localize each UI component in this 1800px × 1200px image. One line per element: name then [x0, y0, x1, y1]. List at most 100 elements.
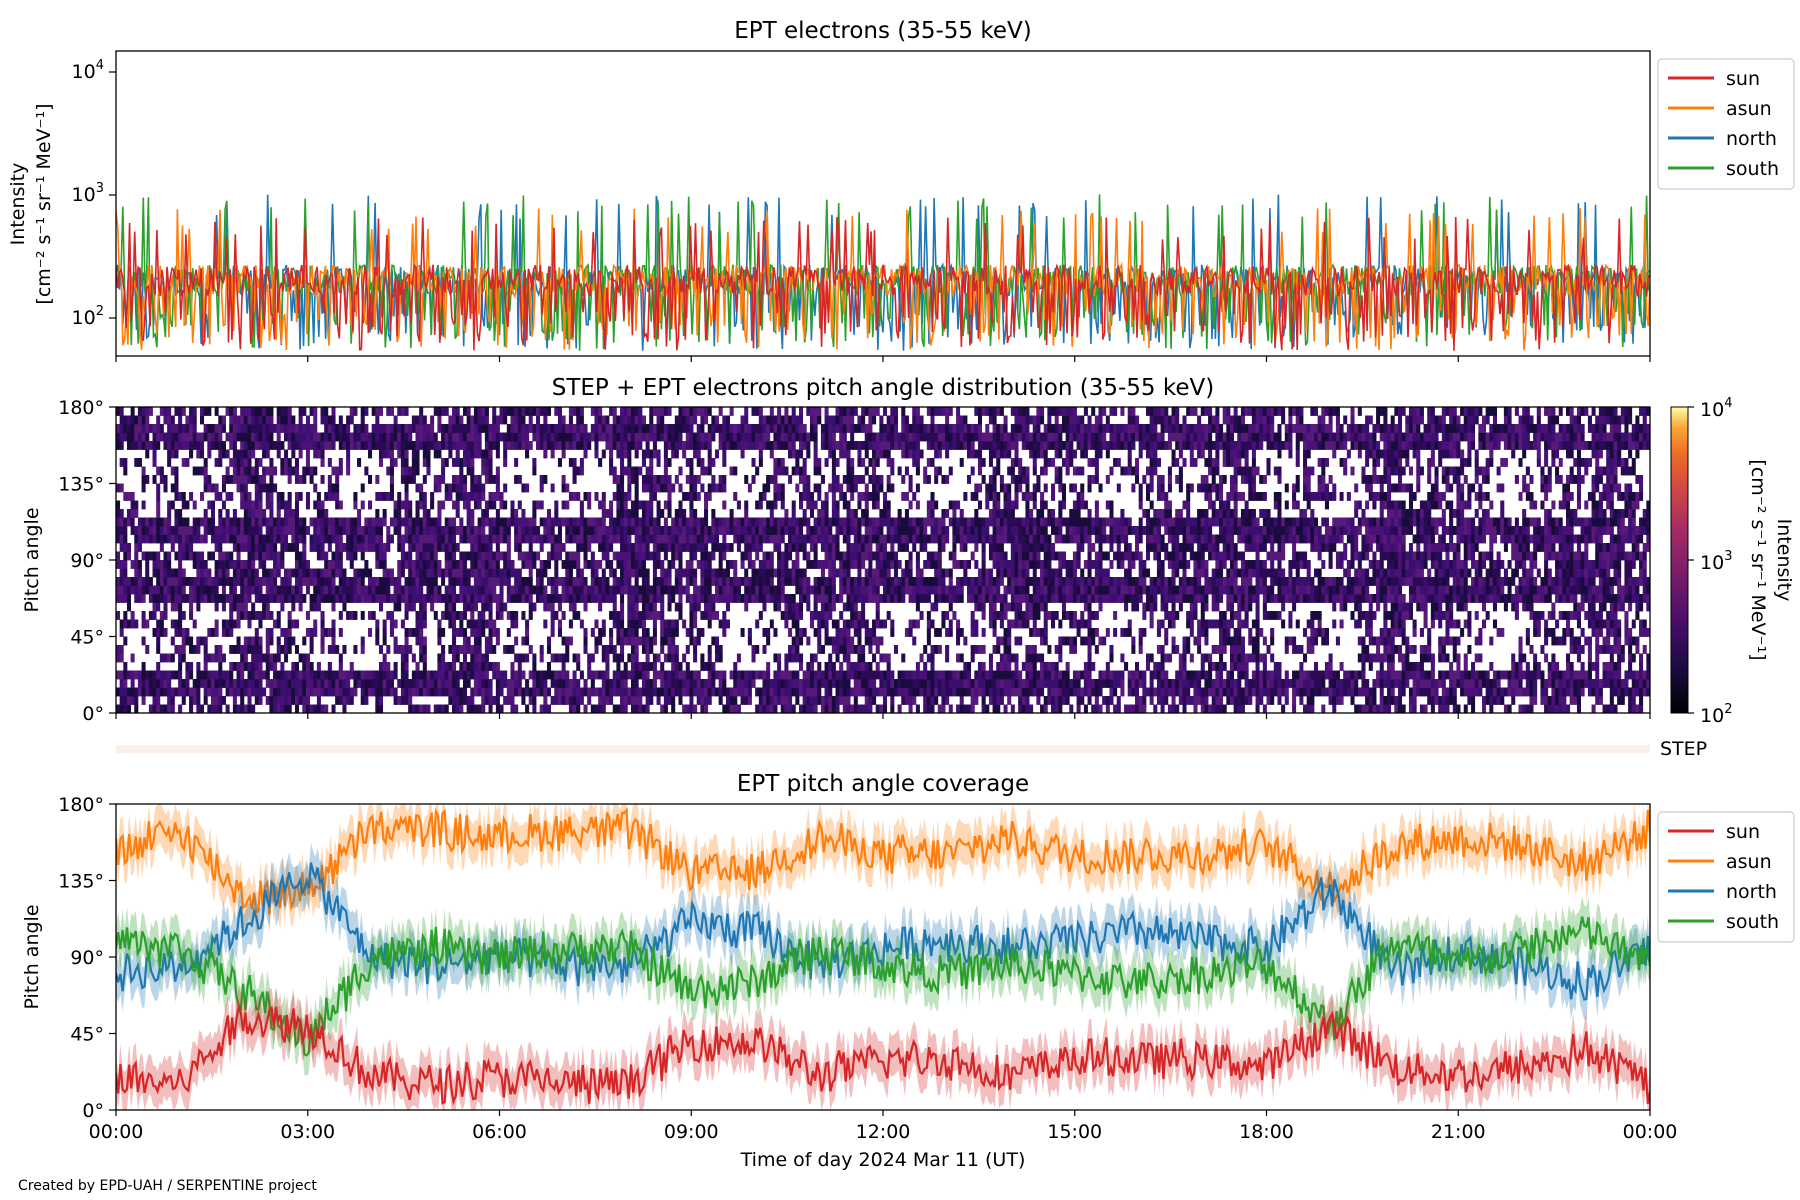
heatmap-cell	[488, 602, 493, 612]
heatmap-cell	[802, 594, 807, 603]
heatmap-cell	[477, 704, 482, 713]
heatmap-cell	[744, 432, 749, 442]
heatmap-cell	[251, 585, 256, 595]
heatmap-cell	[411, 534, 416, 544]
heatmap-cell	[707, 458, 712, 467]
heatmap-cell	[649, 458, 654, 467]
heatmap-cell	[769, 500, 774, 510]
heatmap-cell	[806, 670, 811, 680]
heatmap-cell	[284, 653, 289, 663]
heatmap-cell	[685, 670, 690, 680]
heatmap-cell	[159, 577, 164, 586]
heatmap-cell	[587, 585, 592, 595]
heatmap-cell	[134, 704, 139, 713]
heatmap-cell	[678, 679, 683, 688]
heatmap-cell	[850, 636, 855, 646]
heatmap-cell	[791, 432, 796, 442]
heatmap-cell	[258, 475, 263, 484]
heatmap-cell	[316, 577, 321, 586]
heatmap-cell	[861, 619, 866, 629]
heatmap-cell	[824, 424, 829, 433]
heatmap-cell	[152, 458, 157, 467]
heatmap-cell	[733, 560, 738, 569]
heatmap-cell	[663, 670, 668, 680]
heatmap-cell	[784, 619, 789, 629]
heatmap-cell	[667, 619, 672, 629]
heatmap-cell	[598, 407, 603, 416]
heatmap-cell	[148, 670, 153, 680]
heatmap-cell	[258, 424, 263, 433]
heatmap-cell	[861, 645, 866, 654]
heatmap-cell	[576, 407, 581, 416]
heatmap-cell	[481, 704, 486, 713]
heatmap-cell	[320, 679, 325, 688]
heatmap-cell	[207, 687, 212, 697]
heatmap-cell	[324, 551, 329, 561]
heatmap-cell	[868, 645, 873, 654]
heatmap-cell	[769, 577, 774, 586]
heatmap-cell	[576, 704, 581, 713]
heatmap-cell	[214, 696, 219, 705]
heatmap-cell	[704, 687, 709, 697]
heatmap-cell	[499, 602, 504, 612]
heatmap-cell	[634, 475, 639, 484]
heatmap-cell	[791, 534, 796, 544]
heatmap-cell	[196, 687, 201, 697]
heatmap-cell	[207, 594, 212, 603]
heatmap-cell	[671, 687, 676, 697]
heatmap-cell	[419, 645, 424, 654]
heatmap-cell	[528, 611, 533, 620]
heatmap-cell	[364, 696, 369, 705]
heatmap-cell	[393, 636, 398, 646]
heatmap-cell	[828, 415, 833, 425]
heatmap-cell	[298, 517, 303, 527]
heatmap-cell	[689, 611, 694, 620]
heatmap-cell	[462, 594, 468, 603]
heatmap-cell	[349, 577, 354, 586]
heatmap-cell	[338, 687, 343, 697]
heatmap-cell	[170, 687, 175, 697]
heatmap-cell	[196, 670, 201, 680]
heatmap-cell	[163, 628, 168, 637]
heatmap-cell	[466, 458, 471, 467]
heatmap-cell	[196, 551, 201, 561]
heatmap-cell	[769, 696, 774, 705]
heatmap-cell	[371, 432, 376, 442]
heatmap-cell	[218, 458, 223, 467]
heatmap-cell	[831, 585, 836, 595]
heatmap-cell	[736, 653, 741, 663]
heatmap-cell	[444, 594, 449, 603]
heatmap-cell	[554, 585, 559, 595]
heatmap-cell	[525, 424, 530, 433]
heatmap-cell	[159, 568, 164, 578]
heatmap-cell	[178, 653, 183, 663]
heatmap-cell	[568, 432, 573, 442]
heatmap-cell	[488, 704, 493, 713]
heatmap-cell	[481, 619, 486, 629]
heatmap-cell	[550, 517, 555, 527]
heatmap-cell	[225, 577, 230, 586]
heatmap-cell	[473, 415, 478, 425]
heatmap-cell	[751, 407, 756, 416]
heatmap-cell	[247, 611, 252, 620]
heatmap-cell	[357, 670, 362, 680]
heatmap-cell	[576, 696, 581, 705]
heatmap-cell	[426, 517, 431, 527]
heatmap-cell	[346, 611, 351, 620]
heatmap-cell	[119, 526, 124, 535]
heatmap-cell	[126, 492, 132, 501]
heatmap-cell	[163, 441, 168, 450]
heatmap-cell	[784, 466, 789, 476]
heatmap-cell	[674, 568, 679, 578]
heatmap-cell	[148, 704, 153, 713]
heatmap-cell	[525, 441, 530, 450]
heatmap-cell	[853, 687, 858, 697]
heatmap-cell	[455, 645, 460, 654]
heatmap-cell	[444, 662, 449, 671]
heatmap-cell	[546, 687, 552, 697]
heatmap-cell	[284, 449, 289, 459]
heatmap-cell	[634, 500, 639, 510]
heatmap-cell	[426, 704, 431, 713]
heatmap-cell	[861, 543, 866, 552]
heatmap-cell	[685, 492, 690, 501]
